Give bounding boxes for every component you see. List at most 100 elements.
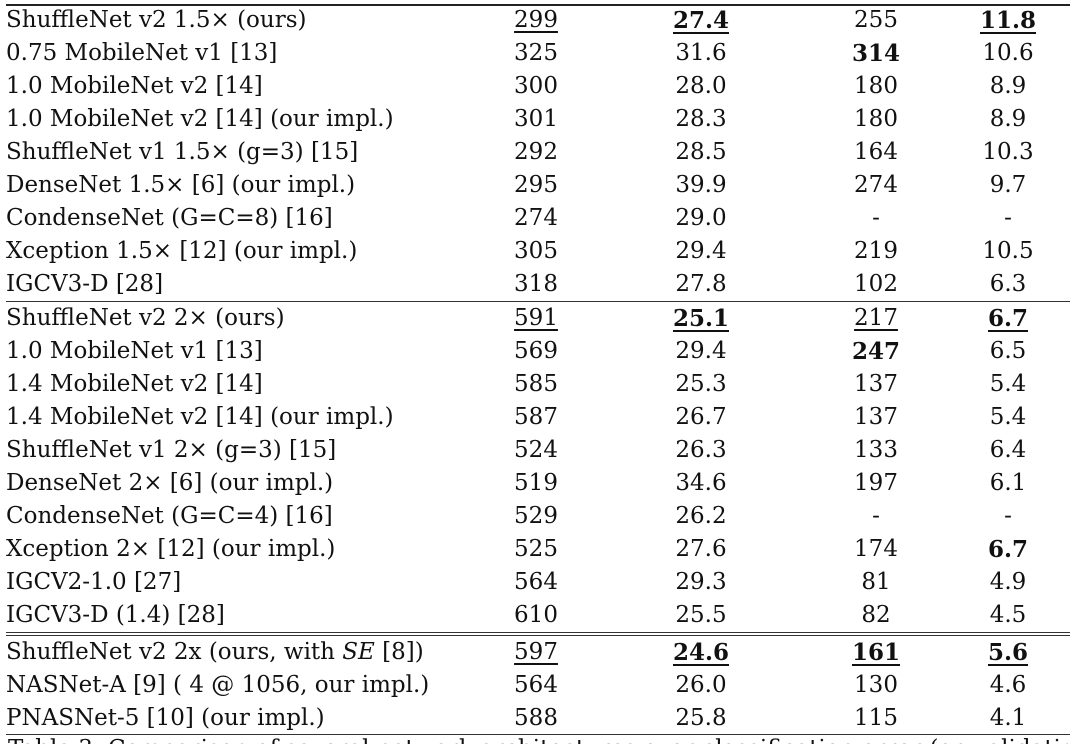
- metric-cell-4: 8.9: [989, 106, 1027, 132]
- table-row: DenseNet 1.5× [6] (our impl.) 295 39.9 274 9…: [6, 169, 1070, 202]
- model-name-cell: DenseNet 2× [6] (our impl.): [6, 470, 334, 496]
- metric-cell-2: 27.4: [672, 7, 730, 34]
- metric-cell-4: 6.7: [987, 536, 1028, 563]
- metric-cell-2: 27.8: [675, 271, 727, 297]
- metric-cell-3: 115: [854, 705, 898, 731]
- table-row: ShuffleNet v2 2× (ours) 591 25.1 217 6.7: [6, 301, 1070, 335]
- metric-cell-4: 11.8: [979, 7, 1037, 34]
- metric-cell-4: 8.9: [989, 73, 1027, 99]
- model-name-cell: IGCV3-D [28]: [6, 271, 164, 297]
- metric-cell-2: 25.1: [596, 301, 806, 335]
- metric-cell-3: 255: [854, 7, 898, 33]
- metric-cell-4: 4.1: [989, 705, 1027, 731]
- metric-cell-3: -: [872, 503, 880, 529]
- metric-cell-4: 6.1: [989, 470, 1027, 496]
- metric-cell-2: 28.3: [675, 106, 727, 132]
- table-row: PNASNet-5 [10] (our impl.) 588 25.8 115 4.1: [6, 702, 1070, 735]
- model-name-cell: ShuffleNet v1 1.5× (g=3) [15]: [6, 139, 359, 165]
- model-name-cell: PNASNet-5 [10] (our impl.): [6, 705, 325, 731]
- model-name-cell: ShuffleNet v2 2× (ours): [6, 301, 476, 335]
- metric-cell-4: 6.7: [946, 301, 1070, 335]
- metric-cell-3: 130: [854, 672, 898, 698]
- metric-cell-2: 26.3: [675, 437, 727, 463]
- table-top-rule: [6, 4, 1070, 6]
- table-row: 1.0 MobileNet v1 [13] 569 29.4 247 6.5: [6, 335, 1070, 368]
- table-row: 1.0 MobileNet v2 [14] 300 28.0 180 8.9: [6, 70, 1070, 103]
- metric-cell-3: 274: [854, 172, 898, 198]
- metric-cell-3: 164: [854, 139, 898, 165]
- metric-cell-1: 597: [476, 632, 596, 669]
- table-row: ShuffleNet v2 1.5× (ours) 299 27.4 255 11.8: [6, 4, 1070, 37]
- metric-cell-2: 28.0: [675, 73, 727, 99]
- model-name-cell: IGCV2-1.0 [27]: [6, 569, 182, 595]
- model-name-cell: Xception 1.5× [12] (our impl.): [6, 238, 358, 264]
- table-row: Xception 1.5× [12] (our impl.) 305 29.4 219…: [6, 235, 1070, 268]
- table-row: CondenseNet (G=C=8) [16] 274 29.0 - -: [6, 202, 1070, 235]
- metric-cell-4: 5.4: [989, 404, 1027, 430]
- table-row: ShuffleNet v1 2× (g=3) [15] 524 26.3 133 6.4: [6, 434, 1070, 467]
- metric-cell-3: 180: [854, 73, 898, 99]
- metric-cell-1: 318: [514, 271, 558, 297]
- model-name-cell: 1.4 MobileNet v2 [14]: [6, 371, 263, 397]
- table-row: 1.4 MobileNet v2 [14] (our impl.) 587 26.7…: [6, 401, 1070, 434]
- model-name-cell: 1.0 MobileNet v2 [14]: [6, 73, 263, 99]
- metric-cell-2: 25.3: [675, 371, 727, 397]
- metric-cell-3: 81: [861, 569, 891, 595]
- metric-cell-3: 133: [854, 437, 898, 463]
- table-row: DenseNet 2× [6] (our impl.) 519 34.6 197 6.1: [6, 467, 1070, 500]
- metric-cell-1: 299: [514, 7, 558, 33]
- metric-cell-1: 591: [476, 301, 596, 335]
- metric-cell-3: 137: [854, 404, 898, 430]
- metric-cell-1: 585: [514, 371, 558, 397]
- metric-cell-1: 292: [514, 139, 558, 165]
- table-bottom-rule: [6, 734, 1070, 735]
- metric-cell-1: 564: [514, 569, 558, 595]
- metric-cell-2: 29.0: [675, 205, 727, 231]
- model-name-cell: DenseNet 1.5× [6] (our impl.): [6, 172, 356, 198]
- metric-cell-1: 564: [514, 672, 558, 698]
- metric-cell-1: 610: [514, 602, 558, 628]
- metric-cell-1: 274: [514, 205, 558, 231]
- table-row: 1.0 MobileNet v2 [14] (our impl.) 301 28.3…: [6, 103, 1070, 136]
- table-row: Xception 2× [12] (our impl.) 525 27.6 174 6.…: [6, 533, 1070, 566]
- metric-cell-1: 325: [514, 40, 558, 66]
- metric-cell-4: 4.5: [989, 602, 1027, 628]
- metric-cell-3: 161: [806, 632, 946, 669]
- metric-cell-1: 301: [514, 106, 558, 132]
- metric-cell-4: 5.6: [946, 632, 1070, 669]
- metric-cell-4: 4.9: [989, 569, 1027, 595]
- table-row: IGCV2-1.0 [27] 564 29.3 81 4.9: [6, 566, 1070, 599]
- model-name-cell: CondenseNet (G=C=4) [16]: [6, 503, 333, 529]
- metric-cell-2: 29.3: [675, 569, 727, 595]
- metric-cell-1: 295: [514, 172, 558, 198]
- metric-cell-1: 300: [514, 73, 558, 99]
- model-name-cell: ShuffleNet v1 2× (g=3) [15]: [6, 437, 337, 463]
- metric-cell-2: 29.4: [675, 338, 727, 364]
- model-name-cell: 1.0 MobileNet v2 [14] (our impl.): [6, 106, 394, 132]
- metric-cell-3: 217: [806, 301, 946, 335]
- metric-cell-2: 25.8: [675, 705, 727, 731]
- metric-cell-2: 25.5: [675, 602, 727, 628]
- metric-cell-4: 4.6: [989, 672, 1027, 698]
- metric-cell-2: 31.6: [675, 40, 727, 66]
- table-row: IGCV3-D (1.4) [28] 610 25.5 82 4.5: [6, 599, 1070, 634]
- se-abbrev: SE: [342, 639, 375, 665]
- metric-cell-4: 6.3: [989, 271, 1027, 297]
- model-name-cell: IGCV3-D (1.4) [28]: [6, 602, 225, 628]
- metric-cell-1: 569: [514, 338, 558, 364]
- model-name-cell: CondenseNet (G=C=8) [16]: [6, 205, 333, 231]
- model-name-cell: Xception 2× [12] (our impl.): [6, 536, 336, 562]
- metric-cell-1: 529: [514, 503, 558, 529]
- metric-cell-1: 587: [514, 404, 558, 430]
- model-name-cell: ShuffleNet v2 2x (ours, with SE [8]): [6, 632, 476, 669]
- metric-cell-1: 588: [514, 705, 558, 731]
- metric-cell-4: 6.4: [989, 437, 1027, 463]
- metric-cell-2: 39.9: [675, 172, 727, 198]
- metric-cell-4: -: [1004, 503, 1012, 529]
- metric-cell-3: 314: [851, 40, 900, 67]
- metric-cell-2: 26.2: [675, 503, 727, 529]
- metric-cell-1: 519: [514, 470, 558, 496]
- metric-cell-3: -: [872, 205, 880, 231]
- model-name-cell: 1.4 MobileNet v2 [14] (our impl.): [6, 404, 394, 430]
